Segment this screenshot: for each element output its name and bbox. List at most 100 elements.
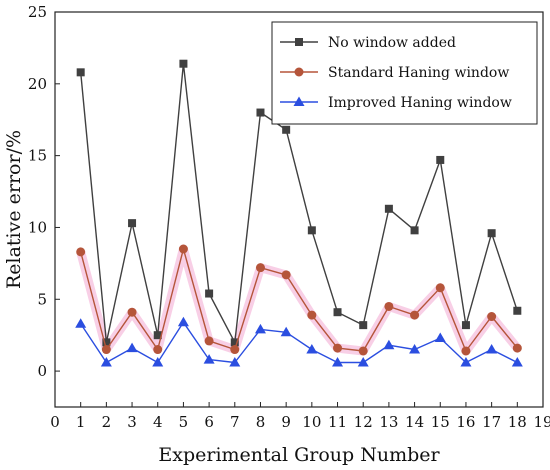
- x-tick-label-2: 2: [102, 413, 112, 431]
- data-point-no-window-15: [436, 155, 445, 164]
- y-tick-label-25: 25: [28, 3, 47, 21]
- data-point-improved-haning-3: [126, 342, 138, 353]
- legend-box: [271, 21, 538, 125]
- data-point-improved-haning-4: [152, 356, 164, 367]
- data-point-standard-haning-8: [255, 263, 265, 273]
- x-axis-title: Experimental Group Number: [158, 444, 440, 466]
- data-point-improved-haning-8: [254, 323, 266, 334]
- series-line-standard-haning: [80, 248, 518, 352]
- y-tick-label-20: 20: [28, 75, 47, 93]
- data-point-standard-haning-3: [127, 307, 137, 317]
- data-point-no-window-1: [76, 68, 85, 77]
- data-point-standard-haning-2: [101, 345, 111, 355]
- data-point-no-window-16: [461, 321, 470, 330]
- data-point-improved-haning-1: [75, 318, 87, 328]
- data-point-improved-haning-10: [306, 344, 318, 354]
- data-point-standard-haning-7: [230, 345, 240, 355]
- data-point-standard-haning-6: [204, 336, 214, 346]
- data-point-no-window-9: [282, 125, 291, 134]
- data-point-standard-haning-18: [512, 343, 522, 353]
- series-no-window: [76, 59, 522, 347]
- x-tick-label-12: 12: [354, 413, 373, 431]
- data-point-standard-haning-10: [307, 310, 317, 320]
- data-point-standard-haning-9: [281, 270, 291, 280]
- data-point-standard-haning-4: [153, 345, 163, 355]
- series-layer: [75, 59, 523, 367]
- data-point-no-window-8: [256, 108, 265, 117]
- data-point-improved-haning-7: [229, 356, 241, 367]
- data-point-no-window-5: [179, 59, 188, 68]
- data-point-no-window-2: [102, 338, 111, 347]
- data-point-standard-haning-15: [435, 283, 445, 293]
- data-point-improved-haning-14: [409, 344, 421, 354]
- x-tick-label-11: 11: [328, 413, 347, 431]
- y-axis-title: Relative error/%: [3, 130, 25, 289]
- series-standard-haning: [76, 244, 522, 356]
- legend-swatch-marker-improved-haning: [293, 96, 305, 106]
- data-point-standard-haning-14: [410, 310, 420, 320]
- data-point-improved-haning-12: [357, 356, 369, 367]
- legend-swatch-marker-standard-haning: [294, 67, 304, 77]
- y-tick-label-10: 10: [28, 218, 47, 236]
- series-improved-haning: [75, 316, 523, 367]
- x-tick-label-0: 0: [50, 413, 60, 431]
- data-point-improved-haning-5: [177, 316, 189, 327]
- series-line-no-window: [80, 63, 518, 344]
- data-point-improved-haning-2: [100, 356, 112, 367]
- data-point-improved-haning-16: [460, 356, 472, 367]
- data-point-standard-haning-5: [178, 244, 188, 254]
- data-point-no-window-6: [205, 289, 214, 298]
- data-point-standard-haning-17: [487, 312, 497, 322]
- data-point-standard-haning-12: [358, 346, 368, 356]
- y-tick-label-0: 0: [37, 362, 47, 380]
- data-point-improved-haning-15: [434, 332, 446, 343]
- x-tick-label-10: 10: [302, 413, 321, 431]
- data-point-improved-haning-18: [511, 356, 523, 367]
- data-point-no-window-13: [384, 204, 393, 213]
- data-point-standard-haning-11: [333, 343, 343, 353]
- data-point-standard-haning-1: [76, 247, 86, 257]
- data-point-no-window-12: [359, 321, 368, 330]
- legend-label-improved-haning: Improved Haning window: [328, 95, 512, 111]
- legend: No window added Standard Haning window I…: [271, 21, 538, 125]
- data-point-no-window-4: [153, 331, 162, 340]
- series-line-improved-haning: [80, 321, 518, 364]
- x-tick-label-3: 3: [127, 413, 137, 431]
- x-tick-label-9: 9: [281, 413, 291, 431]
- x-tick-label-15: 15: [431, 413, 450, 431]
- data-point-improved-haning-17: [486, 344, 498, 354]
- data-point-improved-haning-13: [383, 339, 395, 350]
- data-point-improved-haning-6: [203, 354, 215, 364]
- y-tick-label-5: 5: [37, 290, 47, 308]
- data-point-no-window-18: [513, 306, 522, 315]
- data-point-no-window-11: [333, 308, 342, 317]
- x-tick-label-7: 7: [230, 413, 240, 431]
- data-point-improved-haning-11: [332, 356, 344, 367]
- tick-marks: [54, 11, 544, 407]
- data-point-no-window-14: [410, 226, 419, 235]
- x-tick-label-6: 6: [204, 413, 214, 431]
- data-point-standard-haning-13: [384, 301, 394, 311]
- data-point-no-window-7: [230, 338, 239, 347]
- data-point-no-window-3: [128, 219, 137, 228]
- x-tick-label-4: 4: [153, 413, 163, 431]
- x-tick-label-18: 18: [508, 413, 527, 431]
- x-tick-label-17: 17: [482, 413, 501, 431]
- plot-frame: [54, 11, 544, 408]
- x-tick-label-5: 5: [179, 413, 189, 431]
- x-tick-label-19: 19: [533, 413, 550, 431]
- x-tick-label-8: 8: [256, 413, 266, 431]
- x-tick-label-14: 14: [405, 413, 424, 431]
- legend-swatch-marker-no-window: [295, 38, 303, 46]
- x-tick-label-16: 16: [456, 413, 475, 431]
- x-tick-label-13: 13: [379, 413, 398, 431]
- legend-label-no-window: No window added: [328, 35, 456, 51]
- axes: [54, 11, 544, 408]
- data-point-standard-haning-16: [461, 346, 471, 356]
- data-point-no-window-17: [487, 229, 496, 238]
- y-tick-label-15: 15: [28, 147, 47, 165]
- data-point-no-window-10: [307, 226, 316, 235]
- legend-label-standard-haning: Standard Haning window: [328, 65, 509, 81]
